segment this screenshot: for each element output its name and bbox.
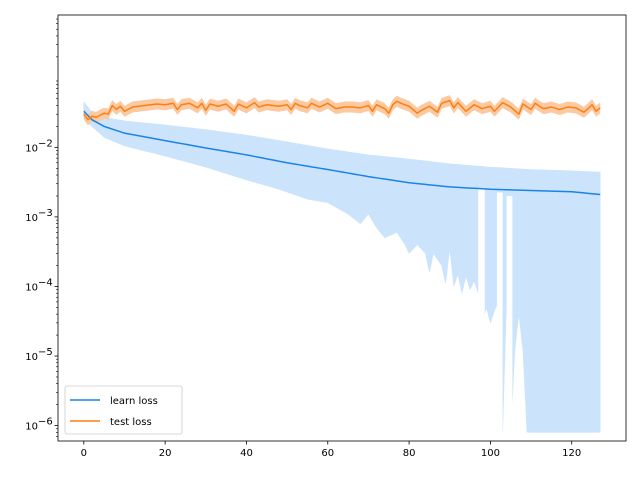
learn-loss-band-gap	[478, 188, 485, 441]
y-tick-label: 10	[25, 213, 38, 224]
plot-frame	[57, 14, 627, 442]
learn-loss-band-gap	[496, 192, 503, 441]
learn-loss-line	[83, 110, 601, 196]
learn-loss-band	[83, 101, 601, 433]
y-tick-exponent: −2	[38, 138, 53, 149]
y-axis-ticks: 10−610−510−410−310−2	[25, 18, 58, 437]
legend-box	[64, 385, 183, 435]
x-tick-label: 100	[481, 448, 500, 459]
y-tick-label: 10	[25, 352, 38, 363]
test-loss-line	[83, 99, 601, 121]
x-tick-label: 80	[403, 448, 416, 459]
learn-loss-band-gap	[506, 196, 513, 441]
y-tick-exponent: −5	[38, 347, 53, 358]
x-tick-label: 60	[321, 448, 334, 459]
test-loss-band	[83, 95, 601, 126]
y-tick-exponent: −3	[38, 208, 53, 219]
x-axis-ticks: 0 20 40 60 80 100 120	[81, 441, 581, 459]
y-tick-label: 10	[25, 143, 38, 154]
confidence-bands	[83, 95, 601, 441]
y-tick-exponent: −6	[38, 417, 53, 428]
x-tick-label: 120	[562, 448, 581, 459]
y-tick-label: 10	[25, 422, 38, 433]
legend-label-test-loss: test loss	[110, 417, 152, 428]
y-tick-exponent: −4	[38, 277, 53, 288]
x-tick-label: 0	[81, 448, 87, 459]
x-tick-label: 40	[240, 448, 253, 459]
legend: learn loss test loss	[64, 385, 183, 435]
y-tick-label: 10	[25, 282, 38, 293]
legend-label-learn-loss: learn loss	[110, 396, 158, 407]
series-lines	[83, 99, 601, 196]
x-tick-label: 20	[159, 448, 172, 459]
